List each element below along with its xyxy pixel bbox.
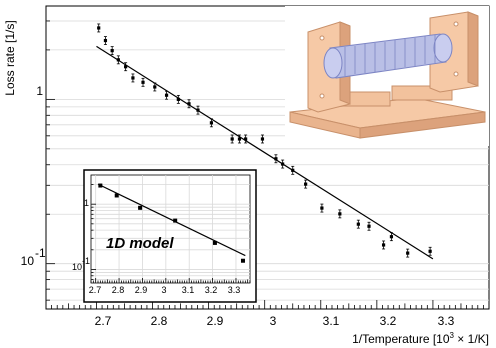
inset-x-tick-label: 3.2	[205, 285, 218, 295]
data-point	[428, 246, 432, 256]
x-tick-label: 2.7	[95, 314, 112, 328]
x-tick-label: 3.1	[323, 314, 340, 328]
y-axis-label: Loss rate [1/s]	[3, 20, 17, 95]
x-axis-label-text: 1/Temperature [10	[352, 332, 450, 346]
inset-y-tick-label: 1	[84, 198, 89, 208]
data-point	[356, 219, 360, 229]
data-point	[116, 55, 120, 65]
data-point	[304, 179, 308, 189]
x-tick-label: 3.2	[380, 314, 397, 328]
data-point	[320, 203, 324, 213]
data-point	[338, 209, 342, 219]
data-point	[196, 105, 200, 115]
data-point	[153, 82, 157, 92]
inset-x-tick-label: 3.3	[228, 285, 241, 295]
data-point	[173, 218, 178, 223]
data-point	[176, 94, 180, 104]
data-point	[237, 134, 242, 144]
fit-line	[97, 183, 246, 257]
data-point	[244, 134, 248, 144]
inset-x-tick-label: 2.8	[112, 285, 125, 295]
data-point	[103, 36, 108, 45]
data-point	[98, 183, 103, 188]
data-point	[131, 73, 135, 83]
data-point	[124, 62, 128, 72]
data-point	[281, 159, 285, 169]
data-point	[164, 90, 169, 100]
fit-line	[96, 45, 434, 260]
data-point	[114, 193, 119, 198]
data-point	[389, 232, 394, 242]
inset-x-tick-labels: 2.7 2.8 2.9 3 3.1 3.2 3.3	[89, 285, 241, 295]
y-tick-exponent: -1	[35, 246, 46, 260]
inset-fit-line	[97, 183, 246, 257]
inset-gridlines	[91, 175, 250, 283]
x-tick-label: 3	[270, 314, 277, 328]
inset-y-tick-exponent: -1	[82, 256, 90, 266]
inset-x-tick-label: 2.7	[89, 285, 102, 295]
inset-data-points	[98, 183, 245, 263]
data-point	[240, 258, 245, 263]
inset-axis-ticks	[90, 184, 251, 283]
main-gridlines	[46, 20, 489, 301]
apparatus-rendering	[285, 6, 489, 146]
inset-model-plot: 2.7 2.8 2.9 3 3.1 3.2 3.3 1 10 -1 1D mod…	[72, 169, 257, 303]
y-tick-label: 1	[36, 84, 43, 98]
data-point	[110, 46, 114, 56]
x-axis-label-sup: 3	[450, 331, 455, 340]
data-point	[138, 205, 143, 210]
y-tick-label: 10	[21, 254, 35, 268]
data-point	[367, 221, 371, 231]
data-point	[381, 240, 386, 250]
main-axis-ticks	[45, 20, 490, 309]
data-point	[291, 165, 295, 175]
inset-x-tick-label: 3	[161, 285, 166, 295]
data-point	[187, 99, 191, 109]
data-point	[274, 154, 278, 164]
inset-plot-frame	[90, 174, 251, 284]
data-point	[209, 118, 214, 128]
x-axis-label-tail: × 1/K]	[454, 332, 489, 346]
inset-x-tick-label: 2.9	[135, 285, 148, 295]
main-fit-line	[96, 45, 434, 260]
x-tick-label: 2.9	[207, 314, 224, 328]
data-point	[406, 248, 410, 258]
data-point	[212, 240, 217, 245]
y-tick-labels: 1 10 -1	[21, 84, 46, 268]
x-tick-label: 2.8	[151, 314, 168, 328]
inset-model-title: 1D model	[106, 235, 174, 252]
data-point	[141, 77, 145, 87]
main-data-points	[97, 23, 432, 258]
inset-y-tick-label: 10	[72, 262, 82, 272]
data-point	[97, 23, 101, 33]
x-tick-label: 3.3	[438, 314, 455, 328]
data-point	[230, 134, 234, 144]
x-axis-label: 1/Temperature [103 × 1/K]	[352, 331, 489, 346]
inset-x-tick-label: 3.1	[182, 285, 195, 295]
data-point	[260, 134, 265, 144]
x-tick-labels: 2.7 2.8 2.9 3 3.1 3.2 3.3	[95, 314, 455, 328]
